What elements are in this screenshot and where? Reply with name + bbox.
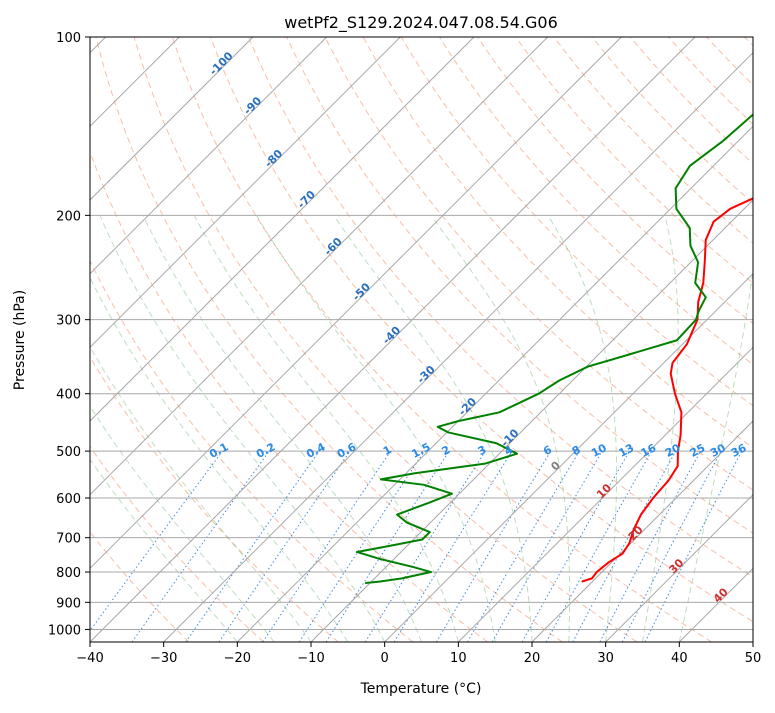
x-tick-label: 20 [524, 651, 541, 666]
dewpoint-point [697, 261, 699, 263]
x-tick-label: 30 [597, 651, 614, 666]
temperature-point [677, 465, 679, 467]
dewpoint-point [414, 472, 416, 474]
temperature-point [713, 221, 715, 223]
dewpoint-point [689, 165, 691, 167]
y-tick-label: 400 [56, 388, 81, 403]
temperature-point [640, 514, 642, 516]
dewpoint-point [437, 426, 439, 428]
y-tick-label: 500 [56, 445, 81, 460]
x-tick-label: 40 [671, 651, 688, 666]
y-axis-label: Pressure (hPa) [12, 290, 28, 390]
dewpoint-point [484, 463, 486, 465]
temperature-point [681, 412, 683, 414]
temperature-point [686, 343, 688, 345]
temperature-point [668, 479, 670, 481]
y-tick-label: 200 [56, 209, 81, 224]
dewpoint-point [690, 245, 692, 247]
temperature-point [703, 282, 705, 284]
x-tick-label: 10 [450, 651, 467, 666]
temperature-point [622, 553, 624, 555]
dewpoint-point [422, 539, 424, 541]
x-tick-label: −40 [76, 651, 103, 666]
dewpoint-point [587, 366, 589, 368]
temperature-point [697, 301, 699, 303]
dewpoint-point [698, 310, 700, 312]
y-tick-label: 600 [56, 492, 81, 507]
y-tick-label: 100 [56, 31, 81, 46]
x-tick-label: −10 [297, 651, 324, 666]
y-tick-label: 1000 [48, 623, 81, 638]
dewpoint-point [448, 432, 450, 434]
dewpoint-point [558, 380, 560, 382]
dewpoint-point [356, 551, 358, 553]
temperature-point [729, 208, 731, 210]
x-tick-label: −20 [224, 651, 251, 666]
dewpoint-point [625, 355, 627, 357]
temperature-point [629, 542, 631, 544]
dewpoint-point [722, 141, 724, 143]
x-axis-label: Temperature (°C) [360, 681, 482, 697]
dewpoint-point [499, 412, 501, 414]
temperature-point [705, 239, 707, 241]
dewpoint-point [451, 493, 453, 495]
temperature-point [704, 261, 706, 263]
temperature-point [674, 393, 676, 395]
temperature-point [596, 571, 598, 573]
dewpoint-point [406, 522, 408, 524]
dewpoint-point [394, 544, 396, 546]
dewpoint-point [380, 581, 382, 583]
dewpoint-point [423, 484, 425, 486]
dewpoint-point [413, 566, 415, 568]
y-tick-label: 900 [56, 596, 81, 611]
temperature-point [581, 581, 583, 583]
dewpoint-point [429, 501, 431, 503]
temperature-point [608, 561, 610, 563]
chart-title: wetPf2_S129.2024.047.08.54.G06 [284, 13, 558, 33]
dewpoint-point [379, 558, 381, 560]
temperature-point [672, 362, 674, 364]
temperature-point [670, 373, 672, 375]
y-tick-label: 800 [56, 566, 81, 581]
dewpoint-point [396, 514, 398, 516]
temperature-point [652, 497, 654, 499]
x-tick-label: 50 [745, 651, 762, 666]
dewpoint-point [430, 571, 432, 573]
dewpoint-point [429, 531, 431, 533]
x-tick-label: 0 [381, 651, 389, 666]
dewpoint-point [694, 282, 696, 284]
y-tick-label: 300 [56, 314, 81, 329]
dewpoint-point [380, 479, 382, 481]
dewpoint-point [538, 393, 540, 395]
dewpoint-point [457, 420, 459, 422]
dewpoint-point [689, 227, 691, 229]
dewpoint-point [705, 296, 707, 298]
dewpoint-point [676, 208, 678, 210]
temperature-point [680, 434, 682, 436]
dewpoint-point [496, 442, 498, 444]
dewpoint-point [675, 187, 677, 189]
temperature-point [591, 578, 593, 580]
dewpoint-point [516, 453, 518, 455]
y-tick-label: 700 [56, 532, 81, 547]
dewpoint-point [401, 578, 403, 580]
dewpoint-point [695, 319, 697, 321]
dewpoint-point [365, 582, 367, 584]
dewpoint-point [676, 339, 678, 341]
x-tick-label: −30 [150, 651, 177, 666]
